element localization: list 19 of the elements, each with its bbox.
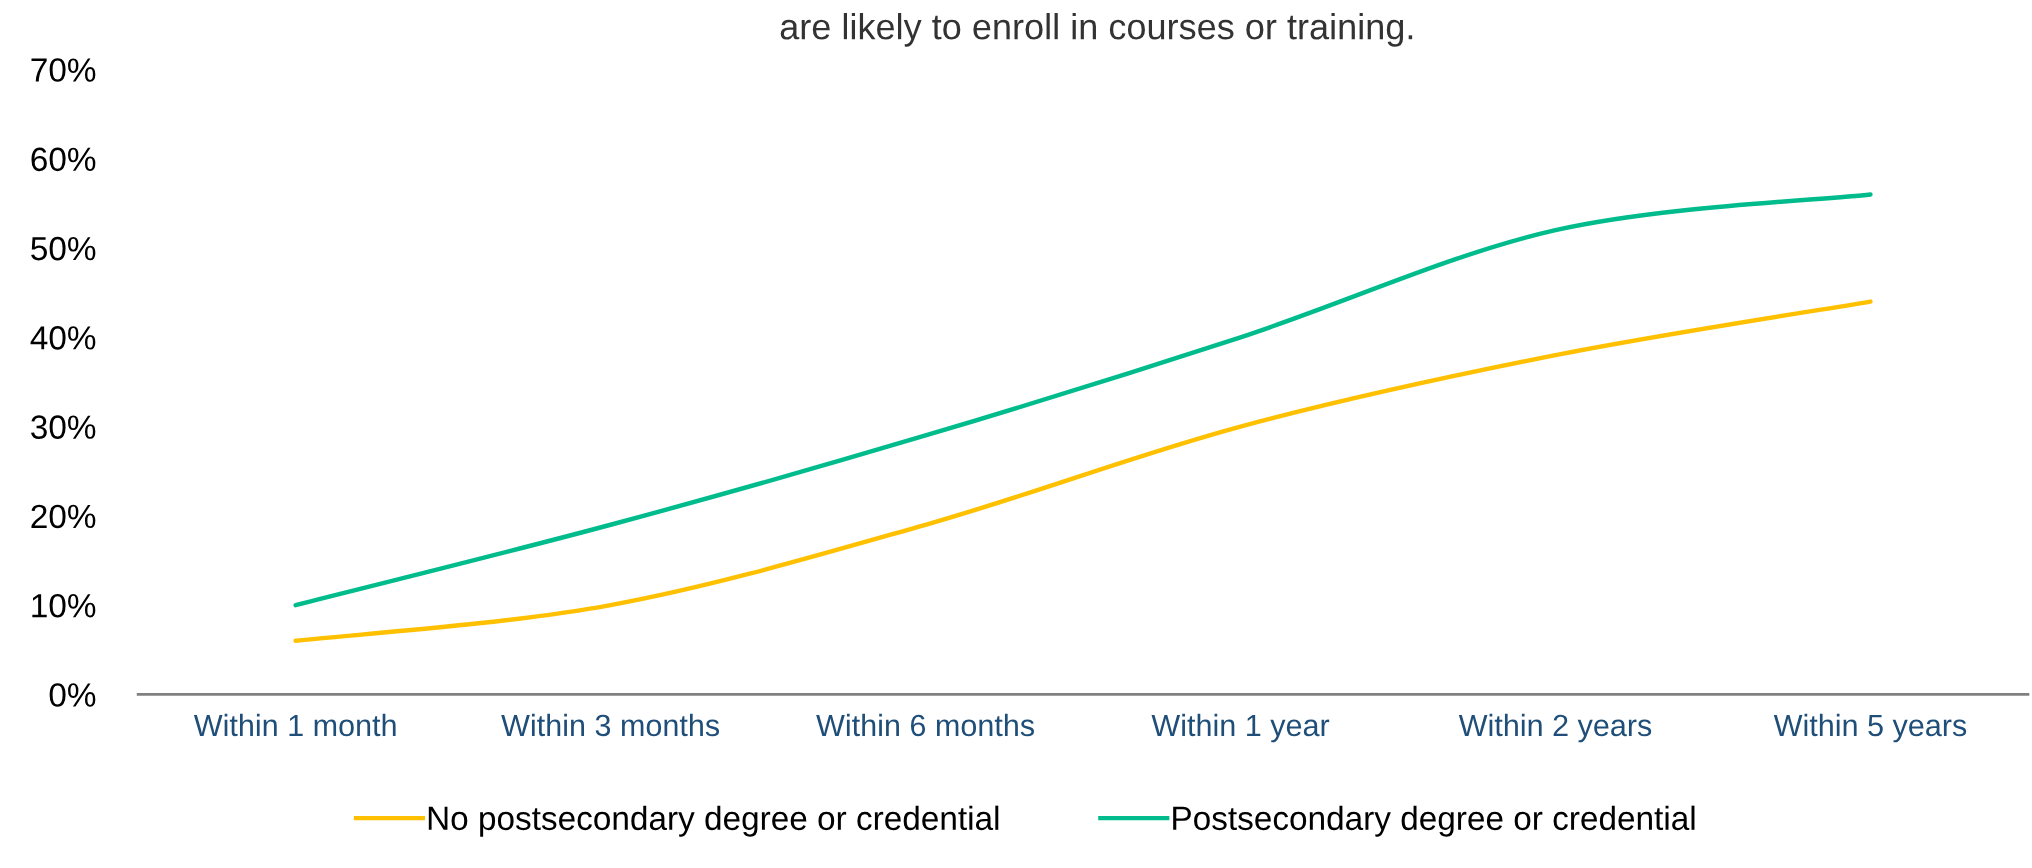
y-tick-label: 0% xyxy=(49,683,96,707)
legend-label: No postsecondary degree or credential xyxy=(428,805,999,837)
x-tick-label: Within 3 months xyxy=(501,713,720,737)
chart-title: are likely to enroll in courses or training. xyxy=(780,13,1413,47)
y-tick-label: 20% xyxy=(31,504,96,529)
line-series xyxy=(293,299,1873,644)
x-tick-label: Within 6 months xyxy=(816,713,1035,737)
legend-label: Postsecondary degree or credential xyxy=(1173,805,1695,837)
x-tick-label: Within 5 years xyxy=(1773,713,1967,743)
y-tick-label: 30% xyxy=(31,415,96,439)
y-tick-label: 70% xyxy=(31,58,96,82)
x-tick-label: Within 1 month xyxy=(193,713,396,737)
line-series xyxy=(293,192,1873,608)
y-tick-label: 40% xyxy=(30,326,96,350)
y-tick-label: 60% xyxy=(31,147,96,172)
x-tick-label: Within 2 years xyxy=(1458,713,1652,743)
x-tick-label: Within 1 year xyxy=(1151,713,1330,743)
y-tick-label: 10% xyxy=(32,593,96,618)
y-tick-label: 50% xyxy=(31,236,96,261)
